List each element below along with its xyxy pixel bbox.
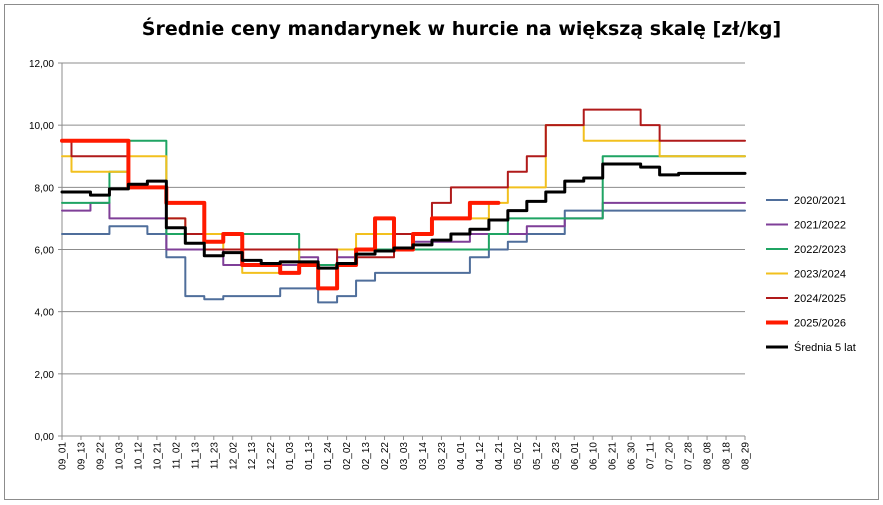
x-tick-label: 08_18 — [722, 442, 733, 470]
y-tick-label: 6,00 — [35, 246, 55, 257]
x-tick-label: 11_02 — [171, 442, 182, 470]
x-tick-label: 06_10 — [589, 442, 600, 470]
x-tick-label: 12_02 — [228, 442, 239, 470]
x-tick-label: 06_21 — [608, 442, 619, 470]
x-tick-label: 07_20 — [665, 442, 676, 470]
x-tick-label: 02_02 — [342, 442, 353, 470]
x-tick-label: 12_22 — [266, 442, 277, 470]
x-tick-label: 11_13 — [190, 442, 201, 470]
x-tick-label: 08_08 — [703, 442, 714, 470]
x-tick-label: 05_02 — [513, 442, 524, 470]
y-tick-label: 8,00 — [35, 183, 55, 194]
x-tick-label: 08_29 — [741, 442, 752, 470]
x-tick-label: 01_24 — [323, 442, 334, 470]
x-tick-label: 09_22 — [95, 442, 106, 470]
x-tick-label: 03_03 — [399, 442, 410, 470]
chart-title: Średnie ceny mandarynek w hurcie na więk… — [141, 18, 782, 40]
legend-label: 2023/2024 — [794, 269, 846, 281]
legend-label: 2022/2023 — [794, 244, 846, 256]
legend-label: 2020/2021 — [794, 195, 846, 207]
y-axis-ticks: 0,00 2,00 4,00 6,00 8,00 10,00 12,00 — [29, 59, 62, 443]
x-tick-label: 01_13 — [304, 442, 315, 470]
x-tick-label: 03_23 — [437, 442, 448, 470]
x-tick-label: 11_23 — [209, 442, 220, 470]
legend-label: Średnia 5 lat — [794, 341, 856, 354]
series-line — [60, 138, 501, 291]
x-tick-label: 02_13 — [361, 442, 372, 470]
y-tick-label: 4,00 — [35, 308, 55, 319]
x-axis-ticks: 09_01 09_13 09_22 10_03 10_12 10_21 11_02 11_13… — [58, 436, 752, 470]
series-line — [61, 108, 746, 267]
x-tick-label: 03_14 — [418, 442, 429, 470]
chart-frame — [4, 4, 879, 500]
x-tick-label: 04_01 — [456, 442, 467, 470]
legend: 2020/2021 2021/2022 2022/2023 2023/2024 2024… — [766, 195, 856, 354]
x-tick-label: 09_13 — [76, 442, 87, 470]
y-tick-label: 2,00 — [35, 370, 55, 381]
y-tick-label: 10,00 — [29, 121, 54, 132]
x-tick-label: 12_13 — [247, 442, 258, 470]
x-tick-label: 10_21 — [152, 442, 163, 470]
legend-label: 2024/2025 — [794, 293, 846, 305]
series-line — [61, 209, 746, 304]
y-tick-label: 0,00 — [35, 432, 55, 443]
y-tick-label: 12,00 — [29, 59, 54, 70]
x-tick-label: 05_23 — [551, 442, 562, 470]
x-tick-label: 09_01 — [58, 442, 69, 470]
x-tick-label: 07_28 — [684, 442, 695, 470]
x-tick-label: 07_11 — [646, 442, 657, 470]
x-tick-label: 06_30 — [627, 442, 638, 470]
series-line — [60, 162, 747, 270]
x-tick-label: 10_03 — [114, 442, 125, 470]
x-tick-label: 02_22 — [380, 442, 391, 470]
x-tick-label: 04_12 — [475, 442, 486, 470]
x-tick-label: 05_12 — [532, 442, 543, 470]
x-tick-label: 10_12 — [133, 442, 144, 470]
series-lines — [60, 108, 747, 304]
x-tick-label: 06_01 — [570, 442, 581, 470]
x-tick-label: 01_03 — [285, 442, 296, 470]
x-tick-label: 04_21 — [494, 442, 505, 470]
legend-label: 2021/2022 — [794, 220, 846, 232]
legend-label: 2025/2026 — [794, 318, 846, 330]
